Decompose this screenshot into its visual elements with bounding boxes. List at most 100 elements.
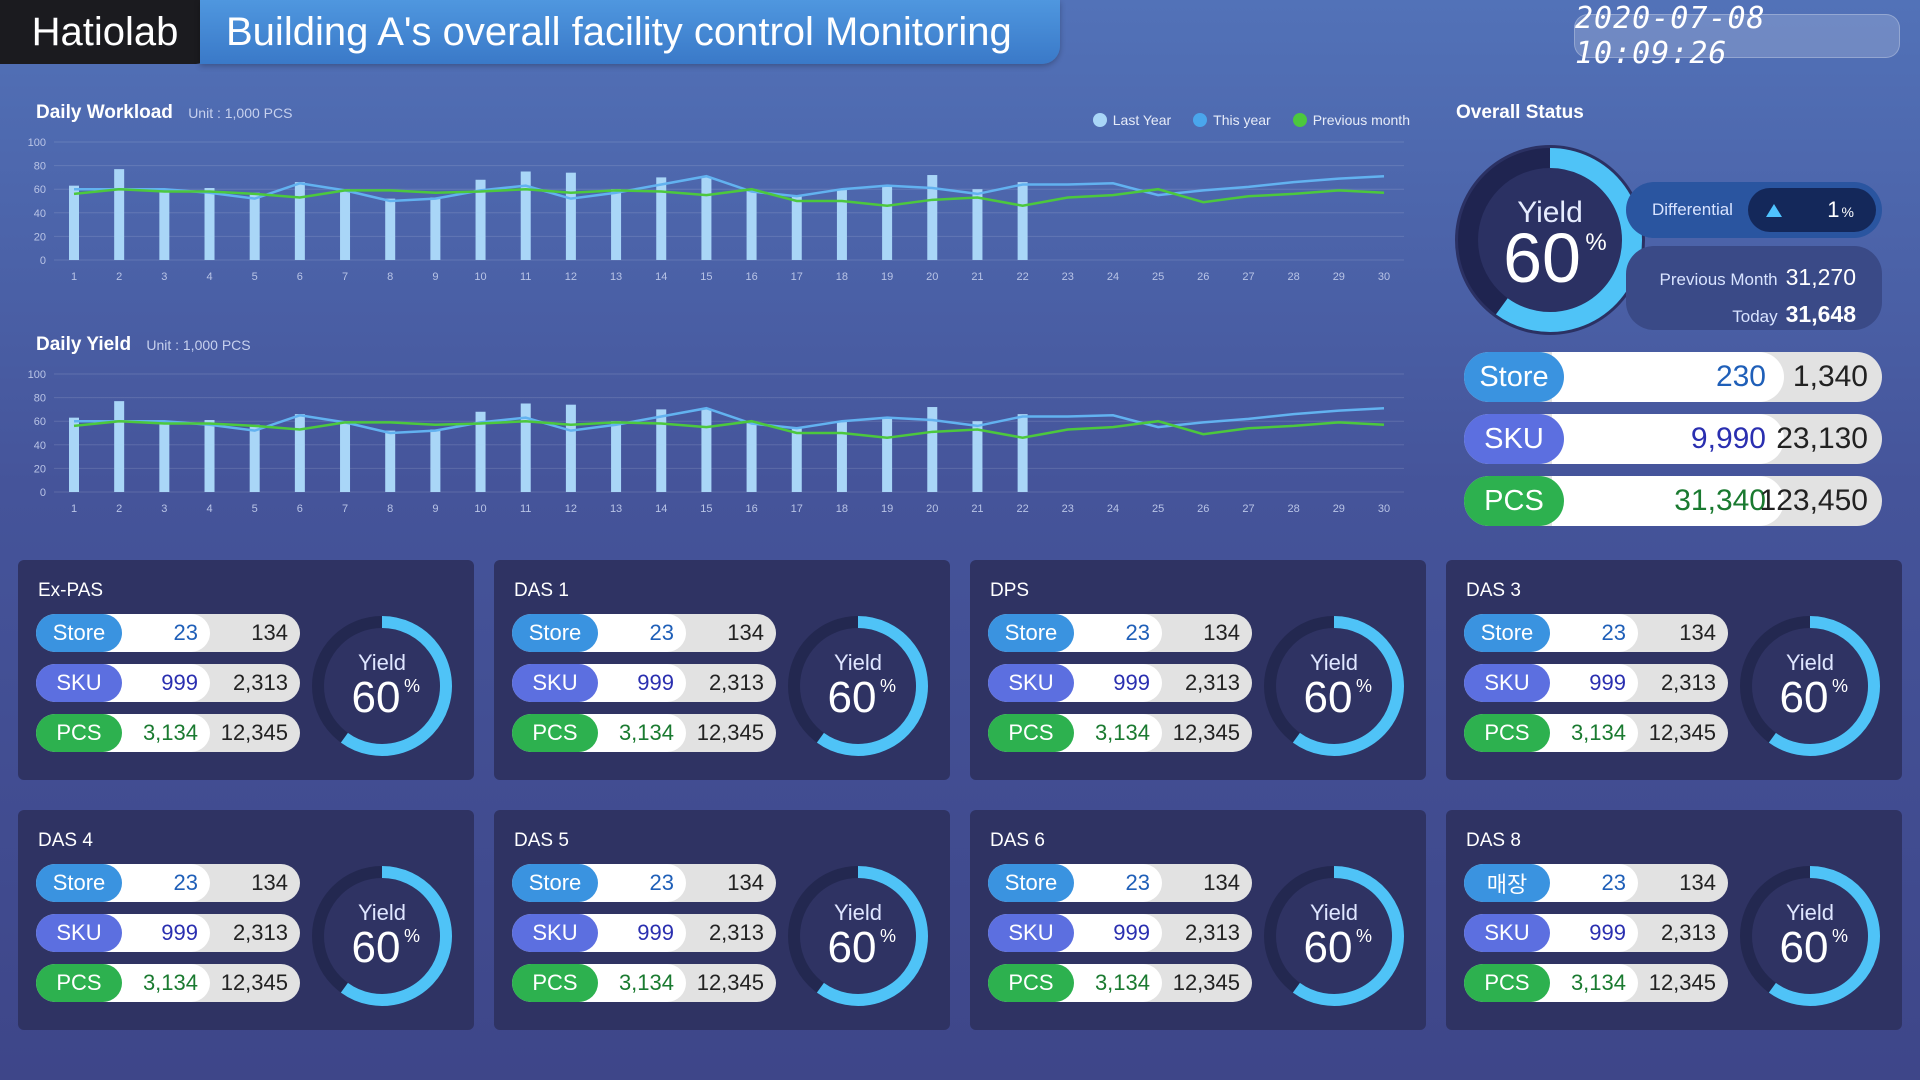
bar-last-year[interactable] (69, 185, 79, 260)
facility-card-das-8[interactable]: DAS 8 23 매장 134 999 SKU 2,313 3,134 PCS … (1446, 810, 1902, 1030)
x-tick-label: 19 (881, 503, 893, 515)
gauge-value: 60 (352, 923, 401, 972)
card-title: DAS 1 (514, 580, 569, 601)
legend-item-this-year[interactable]: This year (1193, 112, 1271, 128)
facility-card-das-3[interactable]: DAS 3 23 Store 134 999 SKU 2,313 3,134 P… (1446, 560, 1902, 780)
line-this-year[interactable] (74, 406, 1385, 435)
store-total-value: 134 (251, 620, 288, 645)
bar-last-year[interactable] (882, 417, 893, 492)
bar-last-year[interactable] (836, 189, 847, 260)
line-previous-month[interactable] (73, 187, 1385, 207)
bar-last-year[interactable] (611, 421, 622, 492)
store-total-value: 1,340 (1792, 360, 1868, 393)
x-tick-label: 28 (1288, 271, 1300, 283)
bar-last-year[interactable] (746, 189, 757, 260)
bar-last-year[interactable] (159, 422, 170, 492)
bar-last-year[interactable] (475, 179, 486, 260)
bar-last-year[interactable] (204, 420, 215, 492)
card-title: DPS (990, 580, 1030, 601)
bar-last-year[interactable] (249, 192, 260, 260)
bar-last-year[interactable] (656, 177, 667, 260)
bar-last-year[interactable] (1017, 414, 1028, 492)
bar-last-year[interactable] (475, 411, 486, 492)
bar-last-year[interactable] (791, 427, 802, 492)
bar-last-year[interactable] (1017, 182, 1028, 260)
bar-last-year[interactable] (927, 175, 938, 260)
bar-last-year[interactable] (882, 185, 893, 260)
gauge-value: 60 (828, 923, 877, 972)
sku-label: SKU (512, 914, 598, 952)
yield-gauge: Yield 60 % (788, 866, 928, 1006)
bar-last-year[interactable] (340, 421, 351, 492)
facility-card-das-1[interactable]: DAS 1 23 Store 134 999 SKU 2,313 3,134 P… (494, 560, 950, 780)
bar-last-year[interactable] (972, 189, 983, 260)
bar-last-year[interactable] (701, 409, 712, 492)
bar-last-year[interactable] (159, 190, 170, 260)
x-tick-label: 8 (387, 503, 393, 515)
x-tick-label: 4 (206, 271, 212, 283)
bar-last-year[interactable] (520, 171, 531, 261)
bar-last-year[interactable] (204, 188, 215, 260)
store-row: 23 Store 134 (988, 614, 1252, 652)
gauge-arc (816, 866, 928, 1006)
x-tick-label: 3 (161, 503, 167, 515)
store-row: 23 Store 134 (512, 614, 776, 652)
chart-legend: Last Year This year Previous month (1092, 112, 1410, 128)
bar-last-year[interactable] (656, 409, 667, 492)
x-tick-label: 9 (432, 271, 438, 283)
x-tick-label: 6 (297, 271, 303, 283)
legend-item-last-year[interactable]: Last Year (1092, 112, 1171, 128)
bar-last-year[interactable] (430, 197, 441, 260)
facility-card-das-5[interactable]: DAS 5 23 Store 134 999 SKU 2,313 3,134 P… (494, 810, 950, 1030)
bar-last-year[interactable] (385, 198, 396, 260)
gauge-label: Yield (1310, 650, 1358, 675)
gauge-percent: % (1832, 926, 1848, 946)
x-tick-label: 30 (1378, 503, 1390, 515)
gauge-percent: % (404, 676, 420, 696)
sku-current-value: 999 (1058, 664, 1162, 702)
sku-row: 999 SKU 2,313 (36, 914, 300, 952)
facility-card-das-6[interactable]: DAS 6 23 Store 134 999 SKU 2,313 3,134 P… (970, 810, 1426, 1030)
logo: Hatiolab (0, 0, 210, 64)
bar-last-year[interactable] (249, 424, 260, 492)
bar-last-year[interactable] (114, 169, 125, 260)
bar-last-year[interactable] (69, 417, 79, 492)
pcs-label: PCS (1464, 964, 1550, 1002)
bar-last-year[interactable] (611, 189, 622, 260)
gauge-arc (340, 866, 452, 1006)
facility-card-dps[interactable]: DPS 23 Store 134 999 SKU 2,313 3,134 PCS… (970, 560, 1426, 780)
bar-last-year[interactable] (836, 421, 847, 492)
overall-store-row: 230 Store 1,340 (1464, 352, 1882, 402)
legend-item-previous-month[interactable]: Previous month (1292, 112, 1410, 128)
bar-last-year[interactable] (114, 401, 125, 492)
bar-last-year[interactable] (340, 189, 351, 260)
facility-card-ex-pas[interactable]: Ex-PAS 23 Store 134 999 SKU 2,313 3,134 … (18, 560, 474, 780)
previous-month-row: Previous Month 31,270 (1659, 264, 1856, 290)
pcs-current-value: 3,134 (106, 714, 210, 752)
facility-card-das-4[interactable]: DAS 4 23 Store 134 999 SKU 2,313 3,134 P… (18, 810, 474, 1030)
sku-current-value: 999 (582, 664, 686, 702)
bar-last-year[interactable] (701, 177, 712, 260)
bar-last-year[interactable] (927, 407, 938, 492)
line-previous-month[interactable] (73, 419, 1385, 439)
line-this-year[interactable] (74, 174, 1385, 203)
bar-last-year[interactable] (520, 403, 531, 493)
gauge-label: Yield (1310, 900, 1358, 925)
bar-last-year[interactable] (430, 429, 441, 492)
y-tick-label: 100 (28, 137, 46, 149)
x-tick-label: 24 (1107, 271, 1119, 283)
gauge-percent: % (880, 676, 896, 696)
bar-last-year[interactable] (565, 172, 576, 260)
gauge-value: 60 (1304, 923, 1353, 972)
bar-last-year[interactable] (385, 430, 396, 492)
bar-last-year[interactable] (565, 404, 576, 492)
pcs-row: 3,134 PCS 12,345 (1464, 714, 1728, 752)
x-tick-label: 26 (1197, 271, 1209, 283)
bar-last-year[interactable] (294, 182, 305, 260)
bar-last-year[interactable] (791, 195, 802, 260)
bar-last-year[interactable] (972, 421, 983, 492)
bar-last-year[interactable] (746, 421, 757, 492)
x-tick-label: 8 (387, 271, 393, 283)
bar-last-year[interactable] (294, 414, 305, 492)
x-tick-label: 16 (745, 271, 757, 283)
